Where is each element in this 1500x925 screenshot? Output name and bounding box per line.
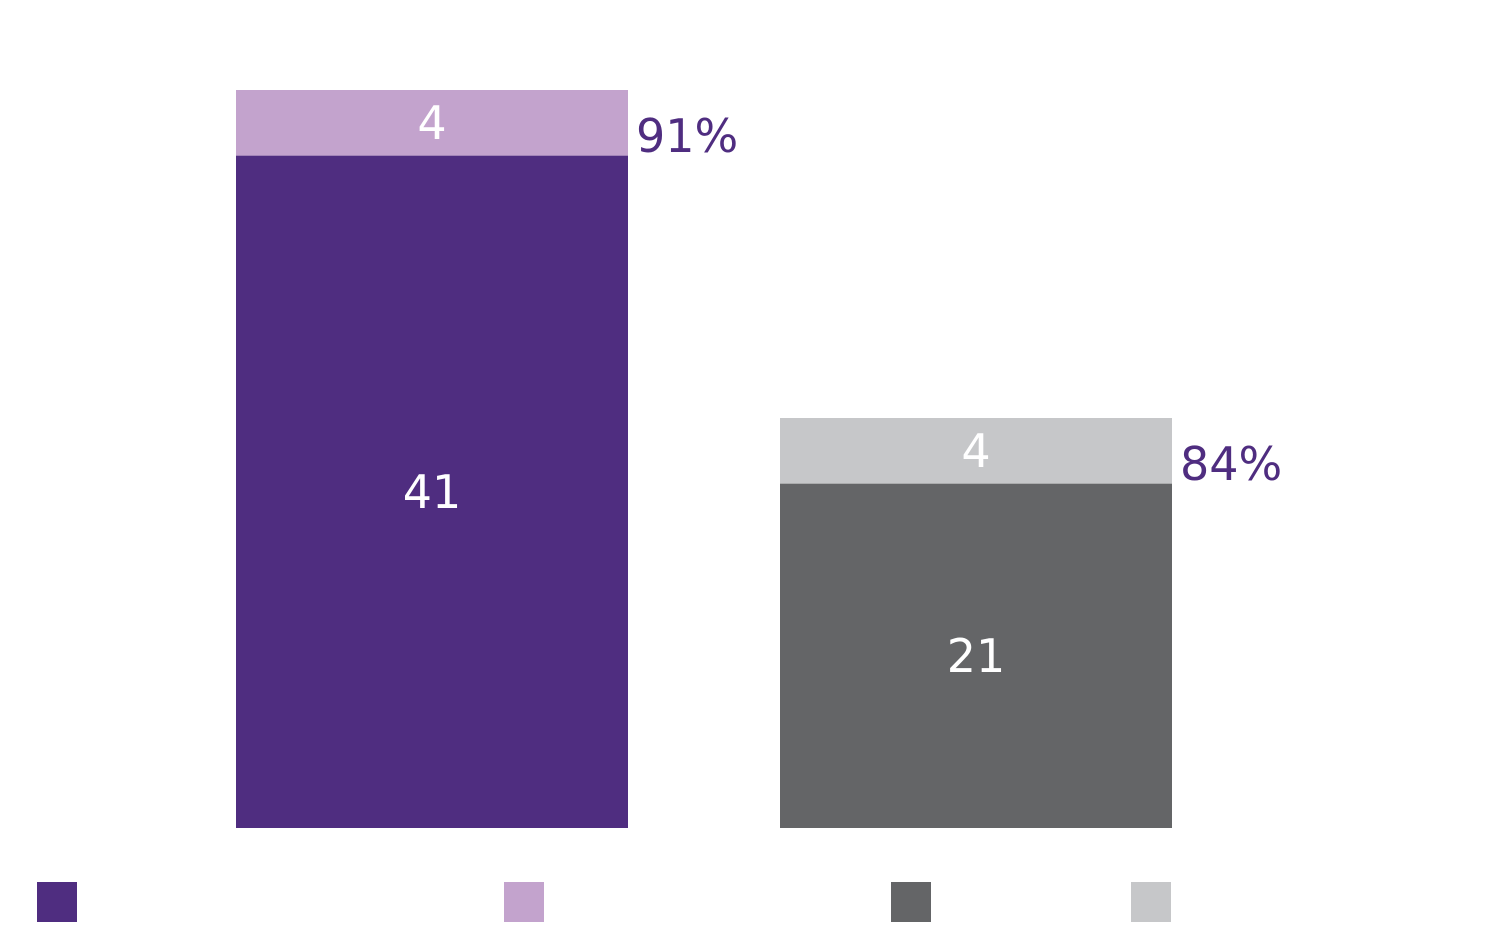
bar-2-segment-2 (780, 418, 1172, 484)
legend-swatch-1 (37, 882, 77, 922)
bar-2-segment-1 (780, 483, 1172, 828)
legend-swatch-3 (891, 882, 931, 922)
bar-1-segment-1 (236, 155, 628, 829)
bar-1-segment-2-label: 4 (417, 96, 446, 150)
bar-1-segment-2 (236, 90, 628, 156)
bar-2-segment-2-label: 4 (961, 424, 990, 478)
legend-swatch-2 (504, 882, 544, 922)
bar-1-total-label: 91% (636, 109, 738, 163)
bars-group: 41 4 91% 21 4 84% (236, 90, 1282, 829)
legend (37, 882, 1171, 922)
legend-swatch-4 (1131, 882, 1171, 922)
bar-1-segment-1-label: 41 (403, 465, 462, 519)
bar-2-total-label: 84% (1180, 437, 1282, 491)
bar-2-segment-1-label: 21 (947, 629, 1006, 683)
